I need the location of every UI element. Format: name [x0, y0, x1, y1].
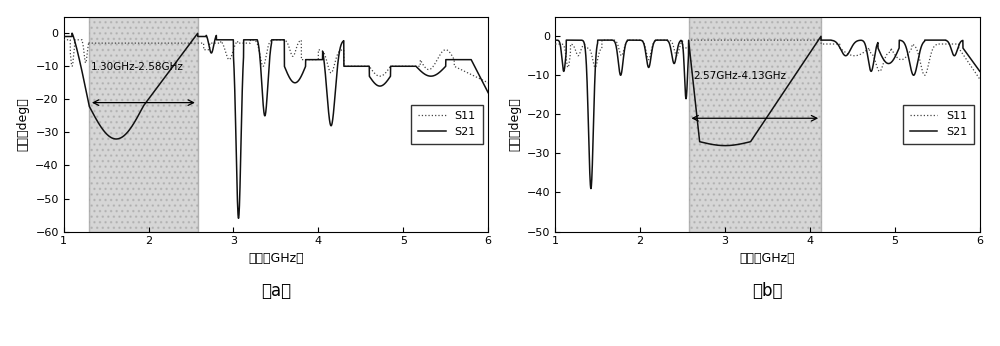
- Line: S21: S21: [64, 33, 488, 218]
- S11: [220, 53, 232, 57]
- S21: [815, 34, 827, 38]
- S21: [549, 38, 561, 42]
- S21: [66, 31, 78, 35]
- S21: [623, 38, 635, 42]
- S11: [428, 63, 440, 67]
- S21: [233, 216, 245, 220]
- Bar: [689, 17, 821, 231]
- Bar: [89, 17, 198, 231]
- S11: [712, 38, 724, 42]
- S21: [221, 38, 233, 42]
- S21: [106, 136, 118, 140]
- S21: [731, 143, 743, 147]
- S11: [598, 38, 610, 42]
- Bar: [689, 17, 821, 231]
- S11: [920, 72, 932, 76]
- Y-axis label: 相位（deg）: 相位（deg）: [508, 97, 521, 151]
- S11: [974, 77, 986, 81]
- S21: [585, 186, 597, 191]
- X-axis label: 频率（GHz）: 频率（GHz）: [740, 252, 795, 265]
- Line: S21: S21: [555, 36, 980, 189]
- S21: [712, 143, 724, 147]
- Legend: S11, S21: S11, S21: [411, 105, 483, 144]
- Text: 1.30GHz-2.58GHz: 1.30GHz-2.58GHz: [91, 62, 184, 72]
- S11: [482, 81, 494, 85]
- Y-axis label: 相位（deg）: 相位（deg）: [17, 97, 30, 151]
- S11: [106, 41, 118, 45]
- S21: [966, 58, 978, 62]
- S21: [920, 38, 932, 42]
- Line: S11: S11: [64, 40, 488, 83]
- S11: [58, 38, 70, 42]
- S11: [474, 77, 486, 81]
- Legend: S11, S21: S11, S21: [903, 105, 974, 144]
- S21: [131, 115, 143, 119]
- S11: [731, 38, 743, 42]
- S21: [428, 73, 440, 78]
- S11: [131, 41, 143, 45]
- S21: [58, 35, 70, 39]
- S11: [596, 38, 608, 42]
- Text: （a）: （a）: [261, 282, 291, 300]
- Text: 2.57GHz-4.13GHz: 2.57GHz-4.13GHz: [693, 71, 786, 81]
- S21: [474, 75, 486, 79]
- S11: [239, 41, 251, 45]
- S21: [482, 91, 494, 95]
- Text: （b）: （b）: [752, 282, 783, 300]
- X-axis label: 频率（GHz）: 频率（GHz）: [248, 252, 304, 265]
- S21: [239, 38, 251, 42]
- S21: [974, 69, 986, 73]
- Line: S11: S11: [555, 40, 980, 79]
- S11: [966, 65, 978, 69]
- S21: [598, 38, 610, 42]
- S11: [623, 38, 635, 42]
- S11: [549, 42, 561, 46]
- Bar: [89, 17, 198, 231]
